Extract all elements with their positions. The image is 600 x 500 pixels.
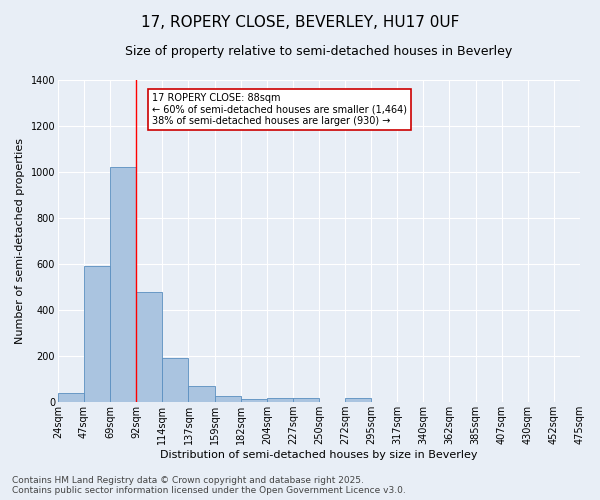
Title: Size of property relative to semi-detached houses in Beverley: Size of property relative to semi-detach…	[125, 45, 512, 58]
Bar	[241, 398, 267, 402]
Bar	[345, 398, 371, 402]
X-axis label: Distribution of semi-detached houses by size in Beverley: Distribution of semi-detached houses by …	[160, 450, 478, 460]
Bar	[84, 266, 110, 402]
Bar	[215, 396, 241, 402]
Bar	[267, 398, 293, 402]
Bar	[293, 398, 319, 402]
Bar	[188, 386, 215, 402]
Bar	[110, 168, 136, 402]
Bar	[136, 292, 163, 402]
Y-axis label: Number of semi-detached properties: Number of semi-detached properties	[15, 138, 25, 344]
Text: Contains HM Land Registry data © Crown copyright and database right 2025.
Contai: Contains HM Land Registry data © Crown c…	[12, 476, 406, 495]
Text: 17, ROPERY CLOSE, BEVERLEY, HU17 0UF: 17, ROPERY CLOSE, BEVERLEY, HU17 0UF	[141, 15, 459, 30]
Bar	[163, 358, 188, 402]
Text: 17 ROPERY CLOSE: 88sqm
← 60% of semi-detached houses are smaller (1,464)
38% of : 17 ROPERY CLOSE: 88sqm ← 60% of semi-det…	[152, 93, 407, 126]
Bar	[58, 393, 84, 402]
